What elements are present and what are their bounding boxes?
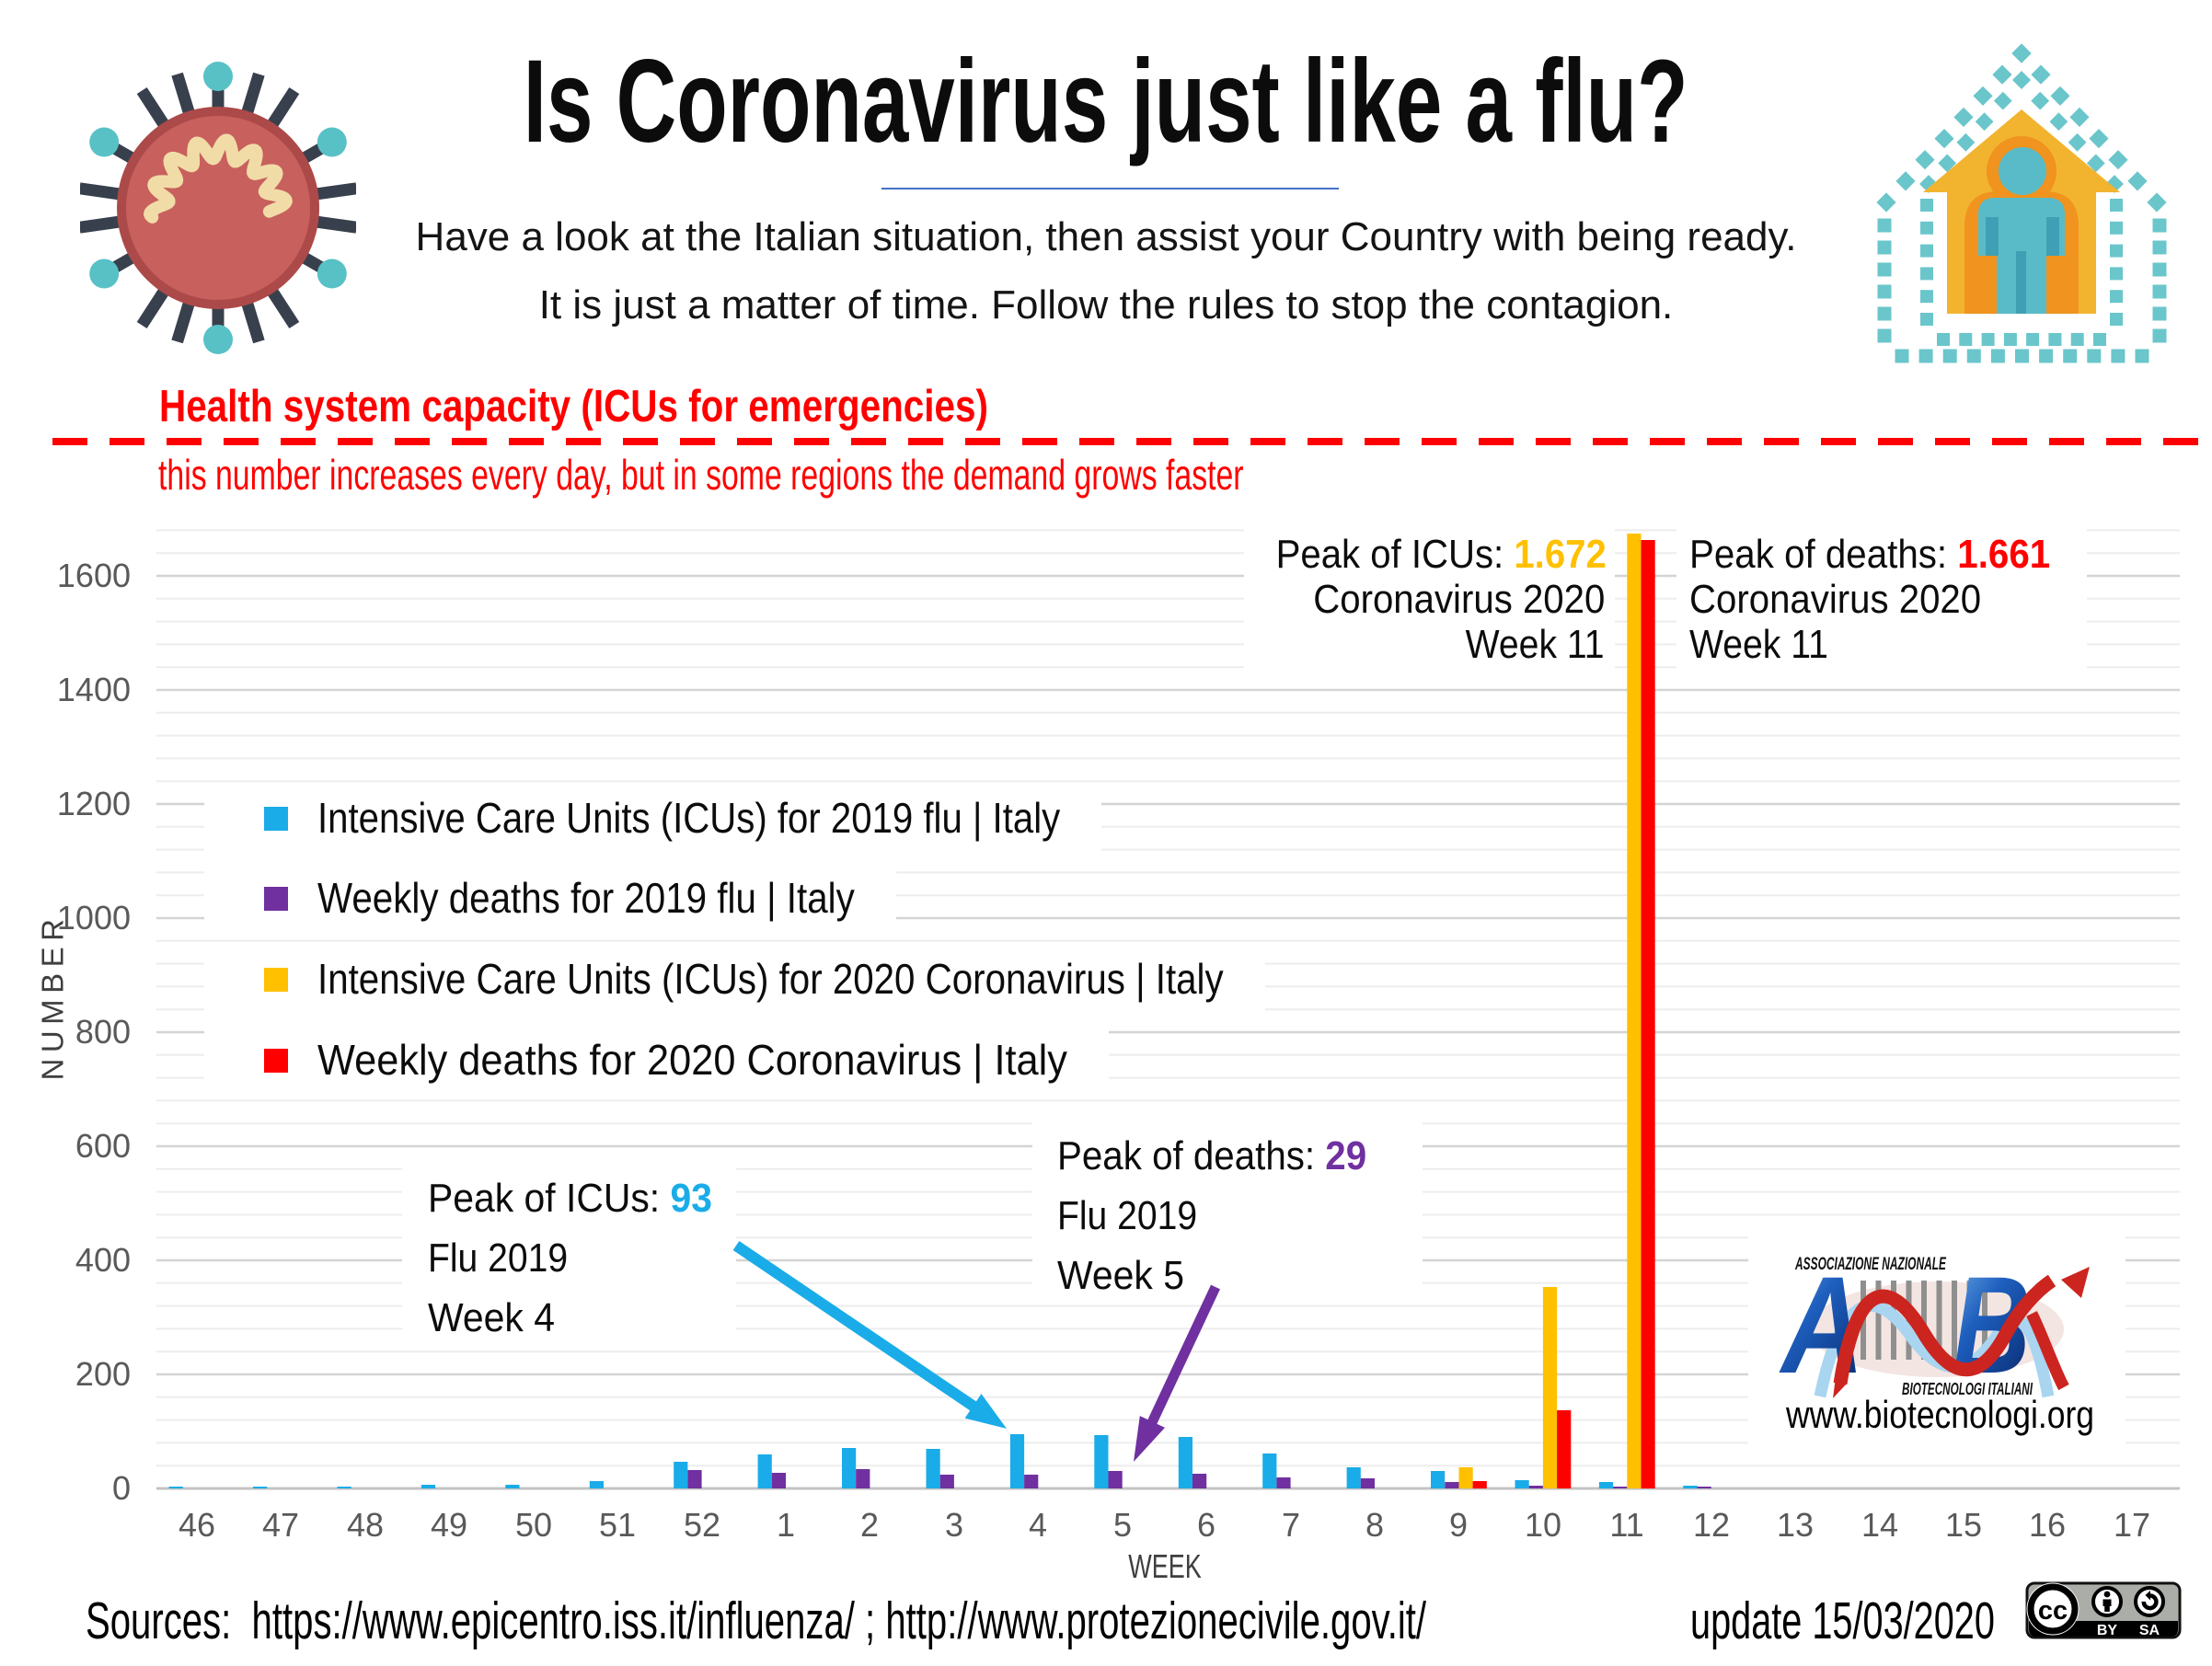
svg-text:cc: cc (2038, 1596, 2068, 1626)
svg-text:BIOTECNOLOGI ITALIANI: BIOTECNOLOGI ITALIANI (1902, 1380, 2033, 1398)
svg-text:ASSOCIAZIONE NAZIONALE: ASSOCIAZIONE NAZIONALE (1794, 1255, 1946, 1274)
svg-text:SA: SA (2139, 1623, 2160, 1638)
svg-text:BY: BY (2097, 1623, 2118, 1638)
